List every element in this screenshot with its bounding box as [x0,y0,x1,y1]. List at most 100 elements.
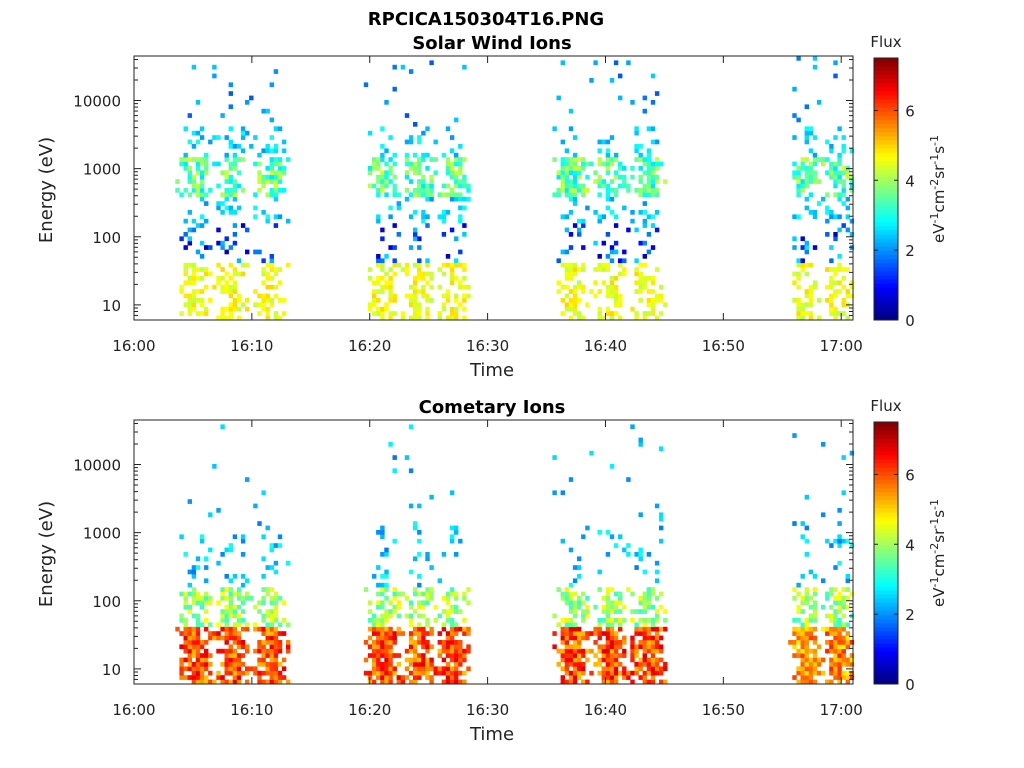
flux-cell [240,574,246,579]
flux-cell [257,174,262,180]
flux-cell [204,284,209,290]
colorbar-step [874,548,898,554]
flux-cell [646,670,652,676]
flux-cell [413,521,418,526]
flux-cell [646,648,652,654]
flux-cell [792,113,797,118]
flux-cell [380,653,385,658]
flux-cell [618,640,623,645]
flux-cell [804,293,809,299]
flux-cell [245,644,250,650]
flux-cell [408,293,414,299]
flux-cell [572,675,578,680]
flux-cell [245,622,250,628]
flux-cell [236,675,242,680]
flux-cell [437,631,442,636]
flux-cell [380,315,385,321]
flux-cell [199,161,205,167]
flux-cell [630,218,635,224]
flux-cell [417,640,422,645]
flux-cell [404,157,410,162]
flux-cell [240,534,246,540]
flux-cell [445,653,451,658]
flux-cell [581,267,586,272]
flux-cell [564,644,570,650]
flux-cell [417,139,422,145]
flux-cell [841,135,846,140]
flux-cell [372,653,377,658]
flux-cell [392,192,397,198]
flux-cell [236,631,242,636]
flux-cell [429,284,434,290]
flux-cell [634,552,639,557]
flux-cell [421,284,426,290]
flux-cell [634,289,639,294]
flux-cell [659,666,664,672]
flux-cell [462,196,467,202]
flux-cell [449,262,455,268]
flux-cell [618,166,623,171]
flux-cell [568,622,574,628]
flux-cell [833,170,838,176]
flux-cell [581,183,586,189]
flux-cell [638,174,643,180]
flux-cell [269,254,274,259]
flux-cell [585,679,590,685]
flux-cell [408,315,414,321]
flux-cell [277,174,283,180]
flux-cell [384,284,389,290]
colorbar-step [874,503,898,509]
colorbar-step [874,536,898,542]
flux-cell [841,644,846,650]
flux-cell [845,196,850,202]
flux-cell [593,210,598,215]
flux-cell [609,188,615,193]
flux-cell [833,166,838,171]
flux-cell [220,113,225,118]
flux-cell [800,521,805,526]
flux-cell [597,569,602,575]
flux-cell [388,205,393,211]
flux-cell [638,210,643,215]
flux-cell [220,626,225,632]
flux-cell [388,600,393,606]
flux-cell [568,210,574,215]
flux-cell [642,622,647,628]
flux-cell [597,192,602,198]
flux-cell [187,635,192,641]
flux-cell [367,653,373,658]
flux-cell [199,196,205,202]
flux-cell [804,666,809,672]
flux-cell [572,293,578,299]
flux-cell [833,306,838,312]
flux-cell [837,227,842,233]
flux-cell [445,662,451,667]
flux-cell [380,587,385,592]
flux-cell [257,161,262,167]
flux-cell [597,214,602,220]
flux-cell [577,644,582,650]
flux-cell [618,298,623,303]
flux-cell [605,657,611,663]
flux-cell [796,640,801,645]
x-tick-label: 16:00 [112,337,155,355]
flux-cell [634,666,639,672]
flux-cell [269,179,274,184]
flux-cell [392,455,397,460]
flux-cell [808,179,814,184]
flux-cell [812,679,818,685]
flux-cell [220,648,225,654]
flux-cell [833,293,838,299]
flux-cell [408,192,414,198]
flux-cell [646,166,652,171]
flux-cell [245,100,250,105]
flux-cell [642,675,647,680]
flux-cell [425,648,430,654]
flux-cell [804,271,809,277]
y-tick-label: 100 [92,593,121,611]
flux-cell [577,280,582,286]
flux-cell [808,293,814,299]
colorbar-step [874,291,898,296]
flux-cell [605,596,611,601]
flux-cell [821,442,826,447]
